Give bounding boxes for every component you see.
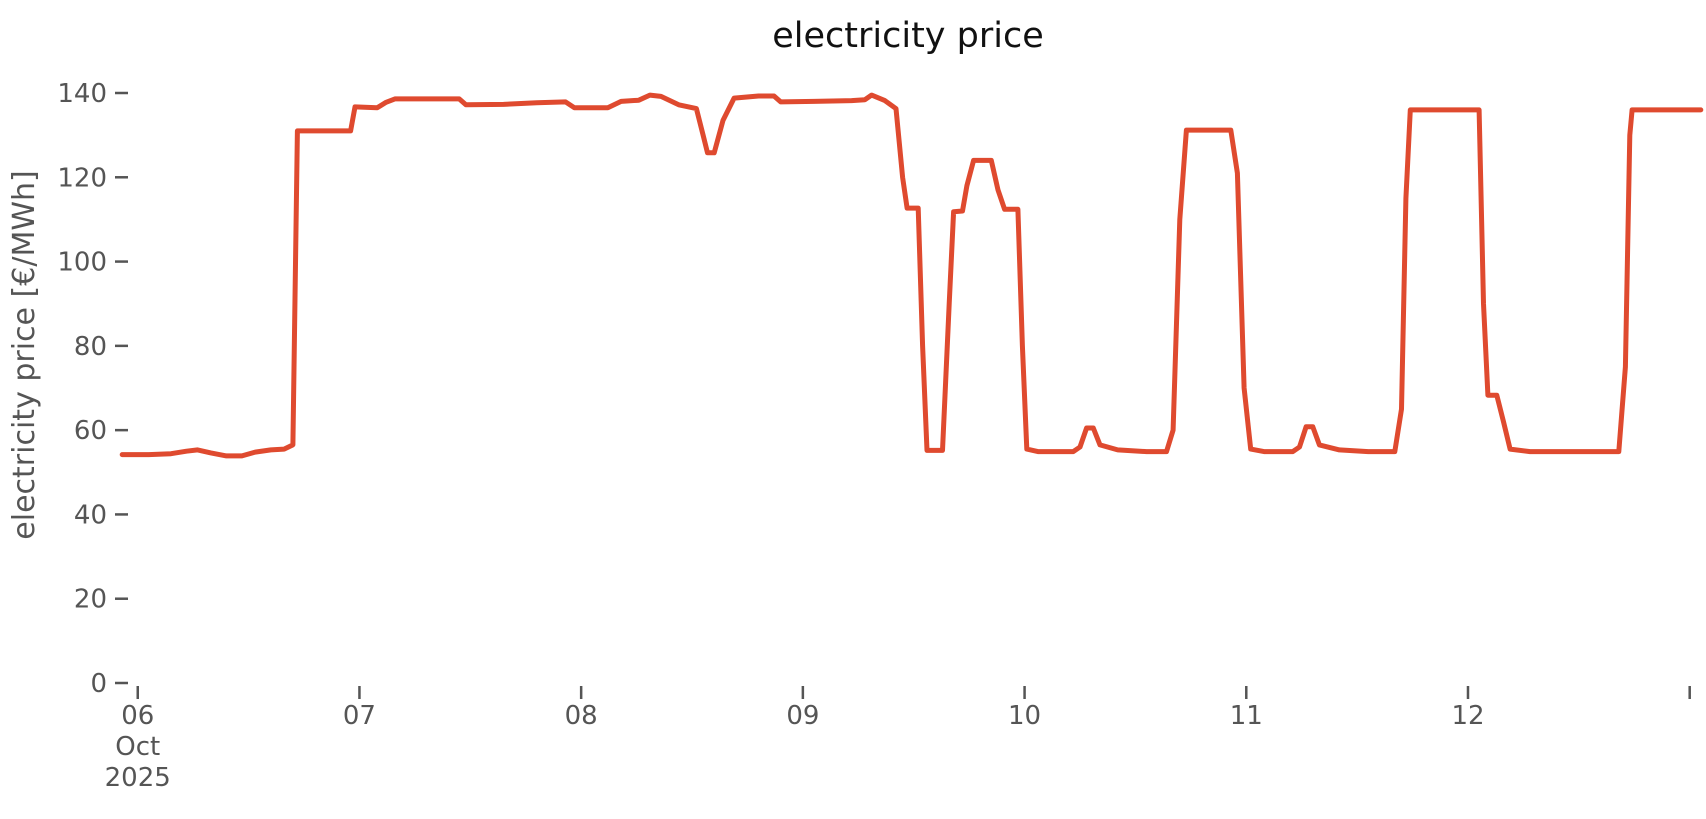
y-axis-label: electricity price [€/MWh]	[7, 170, 42, 539]
price-line	[119, 92, 1704, 459]
x-tick-label: 08	[565, 701, 598, 731]
x-tick-label: 10	[1008, 701, 1041, 731]
x-tick-label: 11	[1230, 701, 1263, 731]
x-tick-sublabel: Oct	[115, 732, 160, 762]
chart-title: electricity price	[772, 16, 1044, 56]
y-tick-label: 80	[74, 332, 107, 362]
series-group	[119, 92, 1704, 459]
x-tick-label: 07	[343, 701, 376, 731]
x-tick-label: 09	[786, 701, 819, 731]
y-tick-label: 20	[74, 585, 107, 615]
y-axis-ticks: 0 20 40 60 80 100 120 140	[57, 79, 128, 699]
y-tick-label: 0	[90, 669, 107, 699]
x-tick-label: 06	[121, 701, 154, 731]
x-tick-label: 12	[1451, 701, 1484, 731]
y-tick-label: 100	[57, 248, 107, 278]
y-tick-label: 120	[57, 163, 107, 193]
y-tick-label: 40	[74, 500, 107, 530]
y-tick-label: 140	[57, 79, 107, 109]
y-tick-label: 60	[74, 416, 107, 446]
x-tick-sublabel: 2025	[105, 763, 171, 793]
